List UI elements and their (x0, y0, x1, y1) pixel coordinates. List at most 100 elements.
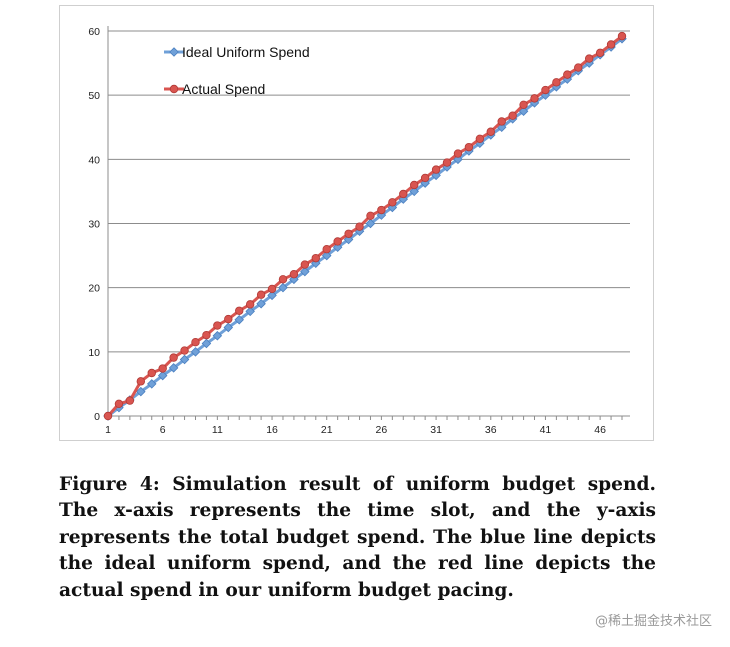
x-tick-label: 16 (266, 424, 278, 436)
data-point (343, 234, 354, 245)
data-point (442, 158, 452, 167)
data-point (332, 242, 343, 253)
series-actual-spend (103, 31, 627, 421)
data-point (234, 314, 244, 325)
x-tick-label: 31 (430, 424, 442, 436)
legend-label: Actual Spend (182, 81, 265, 97)
figure-caption: Figure 4: Simulation result of uniform b… (59, 474, 656, 601)
data-point (365, 218, 376, 229)
y-tick-label: 10 (88, 347, 100, 359)
data-point (311, 253, 320, 263)
data-point (420, 173, 430, 183)
data-point (486, 127, 495, 136)
x-tick-label: 41 (540, 424, 552, 436)
legend-entry: Actual Spend (164, 81, 265, 97)
data-point (388, 198, 397, 207)
data-point (574, 63, 583, 72)
data-point (431, 165, 441, 174)
data-point (584, 54, 594, 63)
data-point (508, 111, 517, 120)
data-point (147, 368, 156, 378)
data-point (157, 370, 168, 381)
series-group (103, 31, 627, 421)
data-point (136, 377, 146, 386)
data-point (333, 237, 342, 246)
data-point (410, 180, 419, 190)
data-point (146, 379, 157, 389)
y-tick-label: 0 (94, 411, 100, 423)
data-point (431, 170, 441, 181)
data-point (235, 306, 244, 315)
gridlines (108, 30, 630, 353)
data-point (322, 244, 331, 254)
data-point (191, 338, 200, 347)
data-point (169, 353, 178, 362)
data-point (475, 134, 485, 143)
data-point (278, 282, 288, 293)
data-point (355, 222, 364, 231)
data-point (464, 142, 474, 152)
data-point (409, 186, 419, 197)
watermark: @稀土掘金技术社区 (594, 614, 712, 629)
data-point (223, 322, 234, 333)
legend: Ideal Uniform Spend Actual Spend (164, 44, 310, 97)
y-tick-label: 40 (88, 154, 100, 166)
data-point (377, 205, 386, 215)
data-point (158, 364, 167, 373)
data-point (300, 260, 310, 269)
data-point (518, 106, 529, 116)
data-point (213, 321, 222, 330)
data-point (179, 354, 190, 365)
data-point (552, 78, 561, 87)
legend-label: Ideal Uniform Spend (182, 44, 310, 60)
x-tick-label: 6 (160, 424, 166, 436)
x-tick-label: 36 (485, 424, 497, 436)
data-point (541, 85, 550, 95)
data-point (606, 40, 616, 49)
data-point (453, 149, 463, 158)
data-point (245, 306, 255, 317)
y-tick-label: 30 (88, 219, 100, 231)
data-point (224, 314, 233, 324)
data-point (617, 31, 627, 41)
data-point (519, 100, 528, 109)
data-point (201, 338, 212, 349)
data-point (267, 290, 277, 301)
data-point (278, 275, 288, 284)
data-point (497, 117, 506, 126)
data-point (103, 411, 113, 421)
data-point (136, 386, 146, 397)
data-point (202, 330, 211, 340)
data-point (289, 269, 299, 279)
legend-marker (169, 84, 179, 94)
x-tick-label: 46 (594, 424, 606, 436)
data-point (321, 250, 332, 261)
legend-entry: Ideal Uniform Spend (164, 44, 310, 60)
data-point (256, 290, 266, 299)
y-tick-label: 60 (88, 26, 100, 38)
data-point (366, 211, 375, 220)
data-point (256, 298, 266, 309)
y-tick-label: 20 (88, 283, 100, 295)
data-point (563, 70, 572, 79)
data-point (125, 396, 135, 405)
x-tick-label: 11 (212, 424, 223, 436)
x-tick-label: 1 (105, 424, 111, 436)
data-point (344, 229, 353, 238)
x-tick-label: 26 (376, 424, 388, 436)
data-point (168, 363, 179, 373)
legend-marker (169, 47, 179, 57)
data-point (190, 347, 201, 357)
x-tick-label: 21 (321, 424, 333, 436)
chart-frame: 0 10 20 30 40 50 60 1 6 11 16 21 26 31 36 41 46 Ideal Un… (59, 5, 654, 441)
data-point (267, 284, 277, 294)
data-point (300, 266, 310, 277)
data-point (530, 94, 539, 103)
data-point (453, 154, 463, 165)
data-point (245, 300, 255, 309)
data-point (114, 399, 124, 409)
data-point (399, 189, 408, 199)
data-point (212, 331, 223, 341)
